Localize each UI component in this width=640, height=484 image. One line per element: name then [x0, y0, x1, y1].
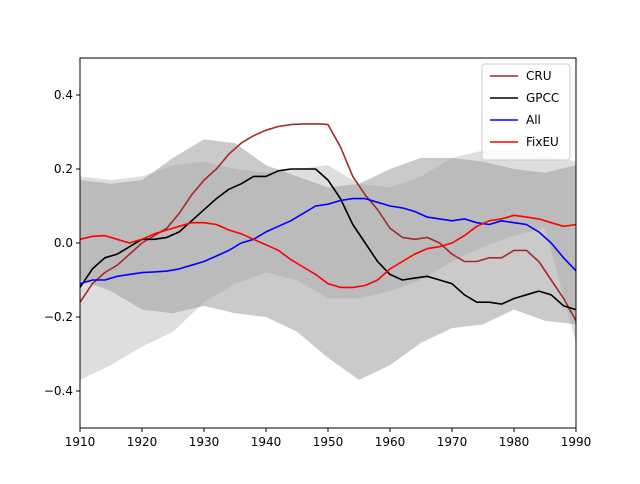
series-line-gpcc	[79, 168, 577, 311]
y-tick-label: 0.0	[54, 236, 73, 250]
y-tick-label: −0.4	[44, 384, 73, 398]
legend-label-cru: CRU	[526, 69, 552, 83]
uncertainty-bands	[80, 139, 576, 380]
legend-label-fixeu: FixEU	[526, 135, 559, 149]
y-tick-label: −0.2	[44, 310, 73, 324]
legend: CRU GPCC All FixEU	[481, 63, 571, 161]
x-tick-label: 1910	[65, 435, 96, 449]
uncertainty-band-2	[80, 139, 576, 380]
series-line-cru	[79, 123, 577, 322]
y-axis: −0.4 −0.2 0.0 0.2 0.4	[44, 88, 80, 398]
x-tick-label: 1940	[251, 435, 282, 449]
x-tick-label: 1980	[499, 435, 530, 449]
legend-label-gpcc: GPCC	[526, 91, 559, 105]
x-tick-label: 1960	[375, 435, 406, 449]
legend-label-all: All	[526, 113, 541, 127]
x-tick-label: 1950	[313, 435, 344, 449]
series-lines	[79, 123, 577, 322]
x-tick-label: 1970	[437, 435, 468, 449]
x-tick-label: 1990	[561, 435, 592, 449]
x-axis: 1910 1920 1930 1940 1950 1960 1970 1980 1990	[65, 428, 592, 449]
y-tick-label: 0.2	[54, 162, 73, 176]
legend-box	[481, 63, 571, 161]
x-tick-label: 1930	[189, 435, 220, 449]
x-tick-label: 1920	[127, 435, 158, 449]
series-line-fixeu	[79, 214, 577, 289]
y-tick-label: 0.4	[54, 88, 73, 102]
series-line-all	[79, 197, 577, 285]
